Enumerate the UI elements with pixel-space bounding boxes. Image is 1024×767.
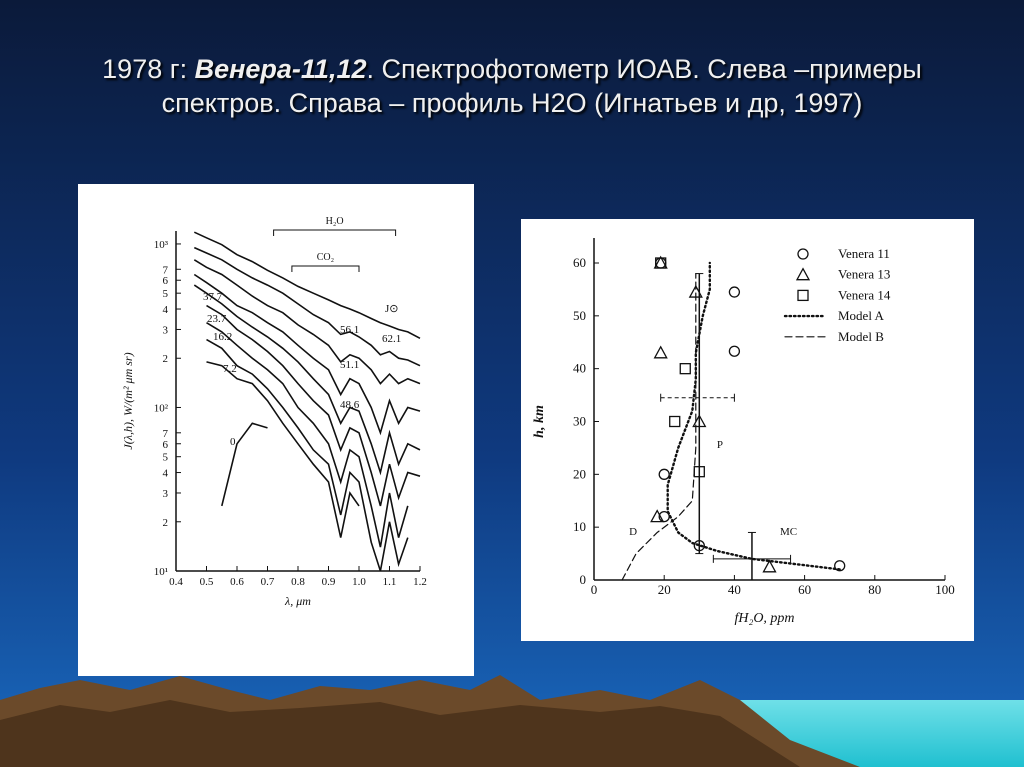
annotation: D <box>629 526 637 538</box>
x-tick-label: 0.5 <box>200 576 214 588</box>
point <box>669 415 681 428</box>
spectrum-line <box>193 231 421 340</box>
series-label: 48.6 <box>340 399 360 411</box>
x-axis-label: λ, μm <box>284 594 311 608</box>
annotation: P <box>717 439 723 451</box>
spectrum-line <box>193 259 421 385</box>
series-label: J⊙ <box>385 303 399 315</box>
y-tick-label: 5 <box>163 452 169 464</box>
y-tick-label: 3 <box>163 488 169 500</box>
series-label: 0 <box>230 436 236 448</box>
title-part: Венера-11,12 <box>194 54 367 84</box>
spectrum-line <box>221 422 268 507</box>
x-tick-label: 0.9 <box>322 576 336 588</box>
spectrum-line <box>206 338 409 572</box>
y-tick-label: 10 <box>573 519 586 534</box>
x-tick-label: 80 <box>868 582 881 597</box>
legend-label: Venera 11 <box>838 246 890 261</box>
bracket <box>273 229 397 236</box>
y-tick-label: 0 <box>580 572 587 587</box>
spectrum-line <box>206 322 409 548</box>
spectrum-line <box>206 361 360 538</box>
plots: 0.4 0.5 0.6 0.7 0.8 0.9 1.0 1.1 1.210¹23456710²2… <box>121 216 955 626</box>
bracket <box>291 265 360 272</box>
y-axis-label: h, km <box>532 405 547 438</box>
x-tick-label: 60 <box>798 582 811 597</box>
x-tick-label: 0.8 <box>291 576 305 588</box>
y-tick-label: 10³ <box>154 239 169 251</box>
y-tick-label: 6 <box>163 275 169 287</box>
model-line <box>666 261 841 571</box>
x-tick-label: 1.2 <box>413 576 427 588</box>
legend-label: Venera 14 <box>838 287 891 302</box>
title-part: 1978 г: <box>102 54 195 84</box>
spectrum-line <box>193 284 421 476</box>
y-tick-label: 5 <box>163 288 169 300</box>
point <box>679 363 691 375</box>
x-tick-label: 100 <box>935 582 955 597</box>
point <box>655 257 667 269</box>
series-label: 56.1 <box>340 324 359 336</box>
x-tick-label: 1.1 <box>383 576 397 588</box>
y-tick-label: 10² <box>154 402 169 414</box>
y-tick-label: 7 <box>163 428 169 440</box>
x-tick-label: 0 <box>591 582 598 597</box>
y-tick-label: 4 <box>163 468 169 480</box>
point <box>650 509 665 523</box>
point <box>653 345 668 359</box>
x-tick-label: 0.7 <box>261 576 275 588</box>
x-tick-label: 0.6 <box>230 576 244 588</box>
y-tick-label: 6 <box>163 439 169 451</box>
spectrum-line <box>193 246 421 367</box>
spectrum-line <box>193 273 421 436</box>
legend-marker <box>795 267 811 281</box>
series-label: 51.1 <box>340 359 359 371</box>
y-tick-label: 50 <box>573 308 586 323</box>
right-figure <box>521 219 974 641</box>
point <box>658 468 670 480</box>
y-tick-label: 20 <box>573 466 586 481</box>
series-label: 16.2 <box>213 331 232 343</box>
y-tick-label: 2 <box>163 517 169 529</box>
x-tick-label: 1.0 <box>352 576 366 588</box>
x-tick-label: 0.4 <box>169 576 183 588</box>
title-part: . Спектрофотометр ИОАВ. Слева –примеры с… <box>161 54 922 118</box>
annotation: H₂O <box>326 216 344 227</box>
point <box>728 286 741 298</box>
series-label: 7.2 <box>223 363 237 375</box>
spectrum-line <box>206 304 421 507</box>
point <box>834 560 846 572</box>
mountains-front <box>0 700 800 767</box>
y-tick-label: 4 <box>163 304 169 316</box>
legend-marker <box>797 248 809 260</box>
annotation: CO₂ <box>317 252 334 263</box>
left-figure <box>78 184 474 676</box>
x-axis-label: fH₂O, ppm <box>734 611 794 626</box>
y-tick-label: 10¹ <box>154 566 168 578</box>
series-label: 23.7 <box>207 313 227 325</box>
y-tick-label: 60 <box>573 255 586 270</box>
point <box>762 559 777 573</box>
y-tick-label: 30 <box>573 414 586 429</box>
slide-title: 1978 г: Венера-11,12. Спектрофотометр ИО… <box>60 52 964 120</box>
model-line <box>621 273 697 581</box>
y-tick-label: 7 <box>163 264 169 276</box>
y-tick-label: 3 <box>163 324 169 336</box>
x-tick-label: 40 <box>728 582 741 597</box>
legend-label: Model B <box>838 329 884 344</box>
legend-marker <box>797 289 809 302</box>
series-label: 62.1 <box>382 333 401 345</box>
legend-label: Model A <box>838 308 884 323</box>
y-axis-label: J(λ,h), W/(m² μm sr) <box>121 352 135 449</box>
x-tick-label: 20 <box>658 582 671 597</box>
y-tick-label: 2 <box>163 353 169 365</box>
series-label: 37.7 <box>203 291 223 303</box>
y-tick-label: 40 <box>573 361 586 376</box>
legend-label: Venera 13 <box>838 267 890 282</box>
annotation: MC <box>780 526 797 538</box>
point <box>728 345 741 357</box>
